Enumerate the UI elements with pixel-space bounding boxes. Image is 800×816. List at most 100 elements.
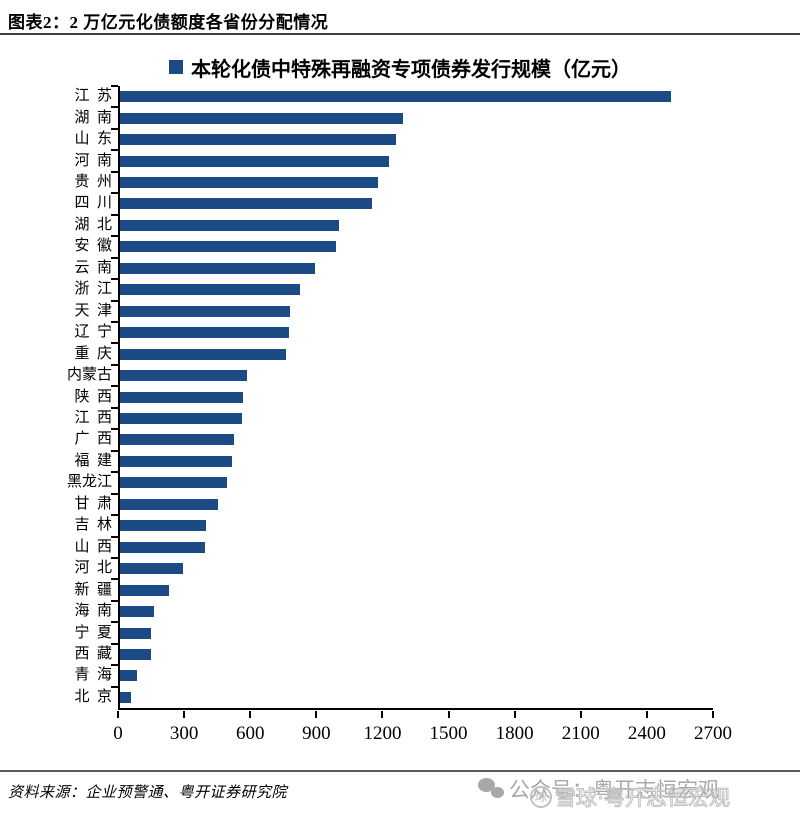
bar [120, 498, 218, 510]
figure-caption-bar: 图表2：2 万亿元化债额度各省份分配情况 [0, 0, 800, 35]
category-label: 湖 南 [74, 109, 112, 126]
category-label: 宁 夏 [74, 624, 112, 641]
category-label: 山 东 [74, 131, 112, 148]
bar [120, 541, 205, 553]
plot-area: 江 苏湖 南山 东河 南贵 州四 川湖 北安 徽云 南浙 江天 津辽 宁重 庆内… [67, 84, 713, 710]
bar [120, 563, 183, 575]
category-label: 江 苏 [74, 88, 112, 105]
bar [120, 520, 206, 532]
bar [120, 670, 138, 682]
chart-legend: 本轮化债中特殊再融资专项债券发行规模（亿元） [0, 52, 800, 82]
category-label: 重 庆 [74, 345, 112, 362]
bar [120, 391, 244, 403]
category-label: 吉 林 [74, 517, 112, 534]
category-label: 浙 江 [74, 281, 112, 298]
category-label: 辽 宁 [74, 324, 112, 341]
category-label: 四 川 [74, 195, 112, 212]
xueqiu-watermark: 球 雪球·粤开志恒宏观 [530, 782, 731, 812]
bar-row: 江 苏 [74, 84, 713, 107]
bar-row: 云 南 [74, 256, 713, 279]
bar-row: 山 东 [74, 127, 713, 150]
bar-row: 安 徽 [74, 235, 713, 257]
xueqiu-logo-icon: 球 [530, 786, 552, 808]
x-tick-label: 2700 [694, 723, 732, 744]
bar [120, 327, 290, 339]
x-tick-mark [183, 711, 186, 718]
x-tick-mark [579, 711, 582, 718]
wechat-icon [478, 778, 504, 800]
bar-row: 河 南 [74, 149, 713, 171]
bar-row: 天 津 [74, 299, 713, 322]
bar [120, 284, 301, 296]
bar-row: 甘 肃 [74, 492, 713, 515]
x-tick-label: 1800 [495, 723, 534, 744]
bar-row: 青 海 [74, 664, 713, 686]
bar-row: 新 疆 [74, 578, 713, 600]
bar-row: 重 庆 [74, 342, 713, 364]
bar-row: 西 藏 [74, 642, 713, 665]
bar [120, 305, 290, 317]
footer-divider [0, 770, 800, 772]
x-tick-mark [645, 711, 648, 718]
category-label: 贵 州 [74, 174, 112, 191]
x-tick-mark [447, 711, 450, 718]
bar [120, 455, 232, 467]
bar-row: 海 南 [74, 599, 713, 622]
bar-row: 吉 林 [74, 514, 713, 536]
category-label: 甘 肃 [74, 495, 112, 512]
category-label: 海 南 [74, 603, 112, 620]
bar-row: 内蒙古 [67, 363, 713, 386]
category-label: 内蒙古 [66, 367, 112, 384]
bar-row: 山 西 [74, 535, 713, 558]
bar-row: 贵 州 [74, 170, 713, 193]
x-tick-mark [249, 711, 252, 718]
bar-row: 江 西 [74, 406, 713, 429]
bar [120, 262, 315, 274]
source-note: 资料来源：企业预警通、粤开证券研究院 [8, 785, 288, 801]
category-label: 新 疆 [74, 581, 112, 598]
bar [120, 434, 235, 446]
bar [120, 691, 131, 703]
bar [120, 477, 227, 489]
bar [120, 413, 243, 425]
category-label: 青 海 [74, 667, 112, 684]
bar [120, 198, 373, 210]
bar-row: 浙 江 [74, 278, 713, 300]
category-label: 山 西 [74, 538, 112, 555]
bar [120, 177, 379, 189]
legend-label: 本轮化债中特殊再融资专项债券发行规模（亿元） [191, 58, 631, 81]
x-tick-label: 2400 [627, 723, 666, 744]
bar-row: 宁 夏 [74, 621, 713, 643]
category-label: 安 徽 [74, 238, 112, 255]
bar [120, 606, 154, 618]
x-tick-label: 1500 [429, 723, 468, 744]
category-label: 福 建 [74, 452, 112, 469]
category-label: 黑龙江 [66, 474, 112, 491]
figure-caption: 图表2：2 万亿元化债额度各省份分配情况 [8, 13, 329, 32]
category-label: 天 津 [74, 302, 112, 319]
x-tick-mark [117, 711, 119, 718]
x-tick-label: 900 [302, 723, 331, 744]
legend-swatch-icon [169, 60, 183, 74]
bar-row: 四 川 [74, 192, 713, 214]
x-tick-mark [513, 711, 516, 718]
bar [120, 370, 247, 382]
category-label: 北 京 [74, 688, 112, 705]
xueqiu-watermark-text: 雪球·粤开志恒宏观 [555, 786, 731, 811]
x-tick-label: 600 [235, 723, 265, 744]
bar [120, 649, 151, 660]
x-tick-mark [315, 711, 318, 718]
bar [120, 219, 339, 231]
bar-row: 北 京 [74, 685, 713, 708]
bar-row: 湖 北 [74, 213, 713, 236]
category-label: 云 南 [74, 259, 112, 276]
category-label: 湖 北 [74, 216, 112, 233]
bar-row: 黑龙江 [67, 471, 713, 493]
bar [120, 627, 151, 639]
x-tick-label: 1200 [363, 723, 402, 744]
x-tick-label: 300 [169, 723, 199, 744]
category-label: 河 南 [74, 152, 112, 169]
category-label: 江 西 [74, 410, 112, 427]
bar-rows: 江 苏湖 南山 东河 南贵 州四 川湖 北安 徽云 南浙 江天 津辽 宁重 庆内… [67, 84, 713, 708]
